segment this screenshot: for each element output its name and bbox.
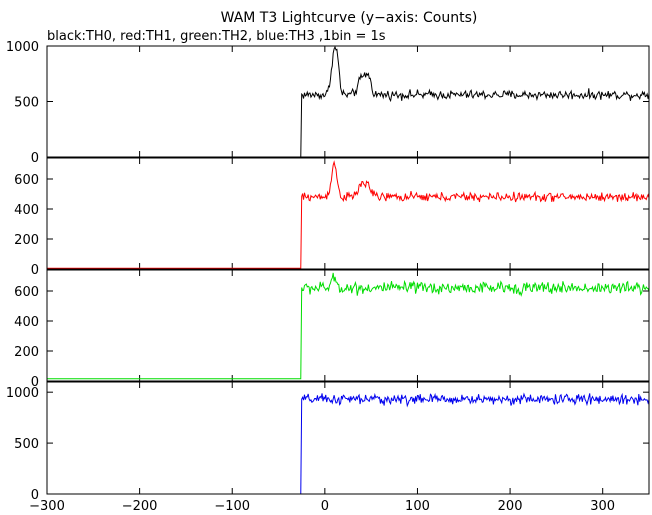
- x-tick-label: −200: [122, 499, 158, 514]
- y-tick-label: 600: [14, 285, 39, 300]
- y-tick-label: 200: [14, 233, 39, 248]
- panel-th3: 0 500 1000: [6, 381, 650, 503]
- x-tick-label: 200: [498, 499, 523, 514]
- chart-title: WAM T3 Lightcurve (y−axis: Counts): [221, 10, 478, 26]
- y-tick-label: 500: [14, 96, 39, 111]
- panel-th1: 0 200 400 600: [14, 157, 650, 278]
- series-line-th3: [47, 392, 649, 494]
- y-tick-label: 0: [31, 263, 39, 278]
- x-tick-label: 0: [321, 499, 329, 514]
- series-line-th0: [47, 46, 649, 157]
- y-tick-label: 400: [14, 203, 39, 218]
- x-tick-label: 300: [590, 499, 615, 514]
- y-tick-label: 0: [31, 488, 39, 503]
- panel-frame: [46, 269, 650, 382]
- y-tick-label: 1000: [6, 40, 39, 55]
- y-tick-label: 200: [14, 345, 39, 360]
- panel-th2: 0 200 400 600: [14, 269, 650, 390]
- x-axis: −300 −200 −100 0 100 200 300: [29, 499, 615, 514]
- panel-frame: [46, 381, 650, 495]
- y-tick-label: 0: [31, 375, 39, 390]
- y-tick-label: 600: [14, 173, 39, 188]
- y-tick-label: 500: [14, 437, 39, 452]
- panel-th0: 0 500 1000: [6, 40, 650, 166]
- chart-subtitle: black:TH0, red:TH1, green:TH2, blue:TH3 …: [47, 29, 386, 44]
- y-tick-label: 0: [31, 151, 39, 166]
- y-tick-label: 1000: [6, 386, 39, 401]
- series-line-th1: [47, 160, 649, 269]
- series-line-th2: [47, 272, 649, 380]
- x-tick-label: −300: [29, 499, 65, 514]
- panel-frame: [46, 157, 650, 270]
- y-tick-label: 400: [14, 315, 39, 330]
- panel-frame: [46, 45, 650, 158]
- x-tick-label: 100: [405, 499, 430, 514]
- x-tick-label: −100: [214, 499, 250, 514]
